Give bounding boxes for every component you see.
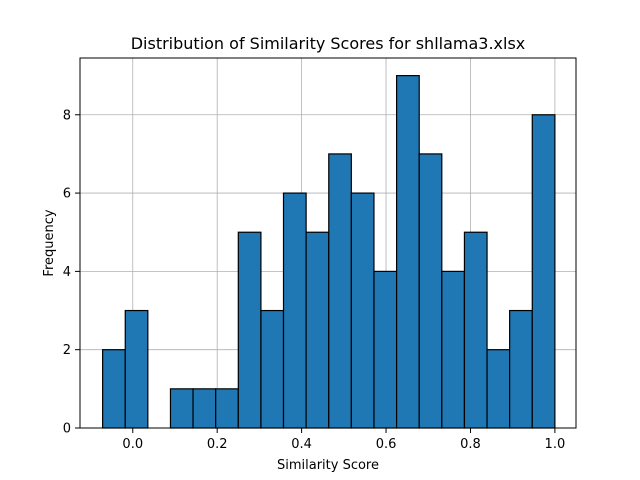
y-tick-label-0: 0 [63, 422, 71, 437]
histogram-bar-5 [215, 388, 239, 429]
histogram-bar-14 [418, 153, 443, 429]
histogram-bar-4 [192, 388, 217, 429]
y-tick-label-3: 6 [63, 187, 71, 202]
histogram-bar-8 [282, 192, 307, 429]
histogram-bar-12 [373, 270, 398, 429]
histogram-bar-11 [350, 192, 375, 429]
x-axis-label: Similarity Score [277, 458, 379, 473]
histogram-bar-1 [124, 309, 149, 429]
bars-layer [102, 75, 556, 429]
histogram-bar-9 [305, 231, 330, 429]
histogram-bar-6 [237, 231, 262, 429]
histogram-bar-19 [531, 114, 556, 429]
x-tick-label-2: 0.4 [291, 437, 312, 452]
y-tick-label-2: 4 [63, 265, 71, 280]
histogram-bar-7 [260, 309, 285, 429]
chart-title: Distribution of Similarity Scores for sh… [131, 34, 526, 53]
x-tick-label-1: 0.2 [207, 437, 228, 452]
histogram-bar-15 [441, 270, 466, 429]
histogram-bar-3 [169, 388, 194, 429]
ticks-layer: 0.0 0.2 0.4 0.6 0.8 1.0 0 2 4 6 8 [63, 108, 566, 452]
x-tick-label-3: 0.6 [376, 437, 397, 452]
histogram-bar-10 [328, 153, 352, 429]
y-tick-label-4: 8 [63, 108, 71, 123]
x-tick-label-5: 1.0 [545, 437, 566, 452]
histogram-bar-17 [486, 349, 511, 429]
histogram-bar-13 [395, 75, 420, 429]
histogram-bar-16 [463, 231, 488, 429]
y-tick-label-1: 2 [63, 343, 71, 358]
y-axis-label: Frequency [42, 209, 57, 276]
x-tick-label-4: 0.8 [460, 437, 481, 452]
histogram-bar-0 [102, 349, 126, 429]
x-tick-label-0: 0.0 [122, 437, 143, 452]
plot-frame [79, 57, 577, 429]
histogram-bar-18 [509, 309, 533, 429]
